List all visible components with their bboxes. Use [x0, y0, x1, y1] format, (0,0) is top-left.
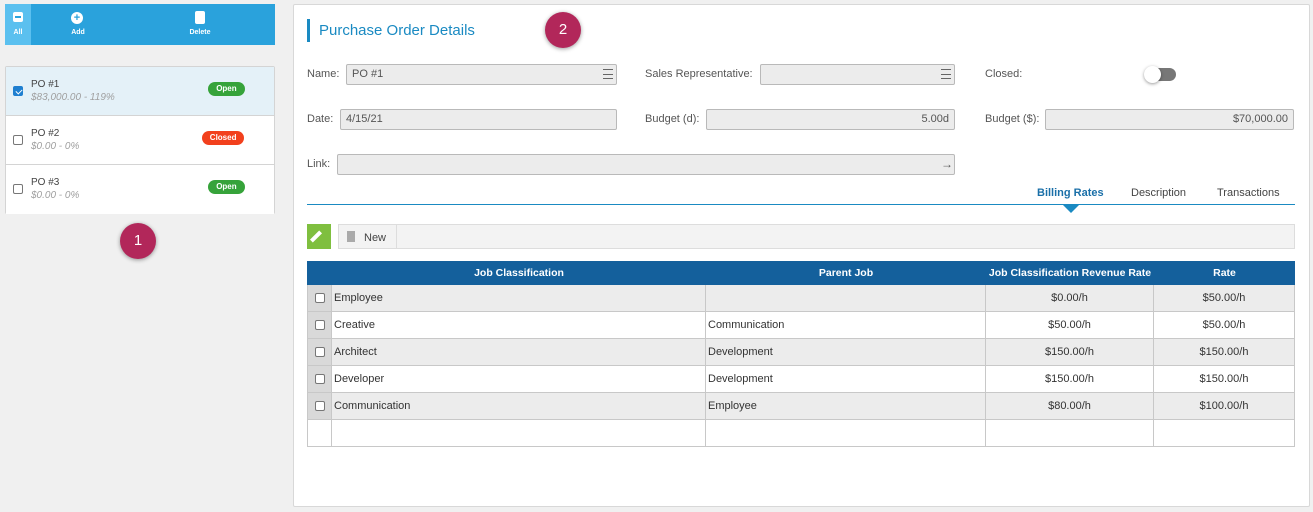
table-cell: Architect: [332, 339, 706, 366]
row-checkbox[interactable]: [315, 401, 325, 411]
field-input[interactable]: [337, 154, 955, 175]
field-input[interactable]: 4/15/21: [340, 109, 617, 130]
table-cell: Development: [706, 366, 986, 393]
table-cell: $0.00/h: [986, 285, 1154, 312]
status-badge: Open: [208, 180, 245, 194]
tab[interactable]: Billing Rates: [1037, 187, 1104, 199]
table-cell: [332, 420, 706, 447]
new-button[interactable]: [338, 224, 397, 249]
table-cell: $150.00/h: [986, 339, 1154, 366]
arrow-icon: →: [941, 157, 953, 171]
table-cell: Developer: [332, 366, 706, 393]
new-icon: [347, 231, 355, 242]
table-cell: Creative: [332, 312, 706, 339]
table-cell: $50.00/h: [1154, 285, 1295, 312]
field-label: Budget ($):: [985, 113, 1040, 125]
field-label: Date:: [307, 113, 334, 125]
table-cell: $150.00/h: [1154, 366, 1295, 393]
grid-toolbar: [338, 224, 1295, 249]
table-cell: [1154, 420, 1295, 447]
toolbar-label[interactable]: Add: [71, 29, 85, 36]
all-icon: [13, 12, 23, 22]
delete-icon: [195, 11, 205, 24]
add-icon: +: [71, 12, 83, 24]
table-cell: $150.00/h: [986, 366, 1154, 393]
field-label: Budget (d):: [645, 113, 700, 125]
item-title: PO #1: [31, 79, 60, 90]
table-cell: Employee: [706, 393, 986, 420]
field-input[interactable]: PO #1: [346, 64, 617, 85]
status-badge: Closed: [201, 131, 245, 145]
table-cell: $100.00/h: [1154, 393, 1295, 420]
item-subtitle: $0.00 - 0%: [31, 190, 80, 201]
toggle-knob: [1144, 66, 1161, 83]
menu-icon: [941, 69, 951, 79]
field-input[interactable]: $70,000.00: [1045, 109, 1294, 130]
title-bar: [307, 19, 310, 42]
row-checkbox[interactable]: [315, 374, 325, 384]
table-cell: $80.00/h: [986, 393, 1154, 420]
column-header: Rate: [1213, 267, 1236, 279]
annotation-badge: 1: [120, 223, 156, 259]
row-checkbox[interactable]: [315, 347, 325, 357]
row-checkbox[interactable]: [315, 293, 325, 303]
table-cell: Communication: [332, 393, 706, 420]
table-cell: [706, 285, 986, 312]
field-input[interactable]: [760, 64, 955, 85]
table-cell: Development: [706, 339, 986, 366]
item-title: PO #2: [31, 128, 60, 139]
field-label: Name:: [307, 68, 340, 80]
tab[interactable]: Description: [1131, 187, 1187, 199]
table-cell: $50.00/h: [1154, 312, 1295, 339]
table-header: [307, 261, 1295, 285]
checkbox[interactable]: [13, 86, 23, 96]
status-badge: Open: [208, 82, 245, 96]
row-checkbox[interactable]: [315, 320, 325, 330]
column-header: Job Classification Revenue Rate: [988, 267, 1152, 279]
table-cell: Communication: [706, 312, 986, 339]
checkbox-cell: [307, 420, 332, 447]
field-label: Sales Representative:: [645, 68, 753, 80]
tab-line: [307, 204, 1295, 205]
field-label: Closed:: [985, 68, 1023, 80]
checkbox[interactable]: [13, 184, 23, 194]
table-cell: Employee: [332, 285, 706, 312]
menu-icon: [603, 69, 613, 79]
table-cell: [706, 420, 986, 447]
annotation-badge: 2: [545, 12, 581, 48]
field-input[interactable]: 5.00d: [706, 109, 955, 130]
table-cell: [986, 420, 1154, 447]
item-subtitle: $0.00 - 0%: [31, 141, 80, 152]
toolbar-label[interactable]: All: [13, 29, 23, 36]
tab-pointer: [1062, 204, 1080, 213]
tab[interactable]: Transactions: [1217, 187, 1280, 199]
item-subtitle: $83,000.00 - 119%: [31, 92, 115, 103]
table-cell: $150.00/h: [1154, 339, 1295, 366]
new-label: New: [364, 232, 387, 244]
column-header: Parent Job: [818, 267, 874, 279]
wrench-button[interactable]: [307, 224, 331, 249]
details-title: Purchase Order Details: [319, 22, 475, 39]
all-button-bg[interactable]: [5, 4, 31, 45]
column-header: Job Classification: [474, 267, 564, 279]
toolbar-label[interactable]: Delete: [189, 29, 211, 36]
field-label: Link:: [307, 158, 331, 170]
checkbox[interactable]: [13, 135, 23, 145]
table-cell: $50.00/h: [986, 312, 1154, 339]
item-title: PO #3: [31, 177, 60, 188]
list-toolbar: [5, 4, 275, 45]
